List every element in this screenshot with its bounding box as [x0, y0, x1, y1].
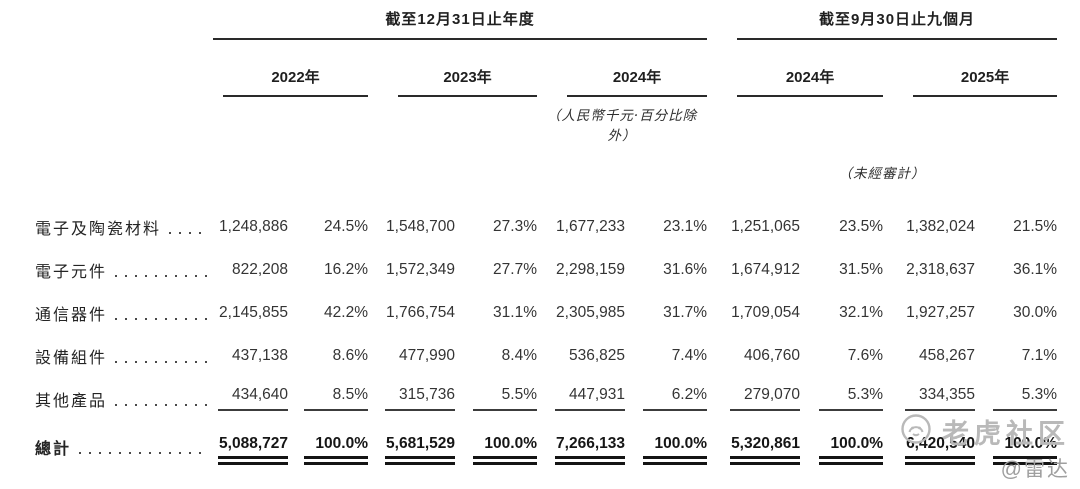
percent-cell: 27.7%: [493, 260, 537, 278]
percent-cell: 31.1%: [493, 303, 537, 321]
percent-cell: 36.1%: [1013, 260, 1058, 278]
table-row-communication-devices: 通信器件 2,145,855 42.2% 1,766,754 31.1% 2,3…: [35, 291, 1057, 334]
percent-cell: 21.5%: [1013, 217, 1058, 235]
total-label: 總計: [35, 441, 72, 458]
percent-cell: 32.1%: [839, 303, 884, 321]
section-nine-months: 截至9月30日止九個月: [707, 6, 1058, 40]
value-cell: 1,382,024: [906, 217, 976, 235]
spacer-row: [35, 185, 1057, 205]
year-2024-9m-header: 2024年: [737, 66, 884, 97]
percent-cell: 8.5%: [304, 386, 368, 411]
dot-leader: [115, 317, 207, 320]
total-value-cell: 5,681,529: [385, 435, 455, 465]
percent-cell: 7.1%: [1021, 346, 1058, 364]
value-cell: 434,640: [218, 386, 288, 411]
value-cell: 477,990: [398, 346, 455, 364]
table-row-equipment-components: 設備組件 437,138 8.6% 477,990 8.4% 536,825 7…: [35, 334, 1057, 377]
dot-leader: [115, 360, 207, 363]
percent-cell: 8.4%: [501, 346, 537, 364]
percent-cell: 27.3%: [493, 217, 537, 235]
value-cell: 1,674,912: [731, 260, 801, 278]
percent-cell: 31.7%: [663, 303, 708, 321]
value-cell: 458,267: [919, 346, 976, 364]
year-2025-9m-header: 2025年: [913, 66, 1058, 97]
row-label: 電子及陶瓷材料: [35, 220, 162, 238]
value-cell: 1,709,054: [731, 303, 801, 321]
percent-cell: 7.4%: [671, 346, 708, 364]
year-2024-header: 2024年: [567, 66, 708, 97]
revenue-breakdown-table: 截至12月31日止年度 截至9月30日止九個月 2022年 2023年 2024…: [35, 6, 1058, 474]
section-annual-label: 截至12月31日止年度: [213, 8, 708, 40]
audit-note-row: （未經審計）: [35, 147, 1057, 185]
section-annual: 截至12月31日止年度: [213, 6, 708, 40]
row-label: 電子元件: [35, 263, 108, 281]
total-value-cell: 7,266,133: [555, 435, 625, 465]
percent-cell: 30.0%: [1013, 303, 1058, 321]
row-label: 通信器件: [35, 306, 108, 324]
value-cell: 406,760: [744, 346, 801, 364]
value-cell: 1,572,349: [386, 260, 455, 278]
value-cell: 437,138: [231, 346, 288, 364]
year-2022-header: 2022年: [223, 66, 368, 97]
empty-cell: [35, 40, 213, 97]
audit-note: （未經審計）: [838, 166, 926, 182]
value-cell: 1,677,233: [556, 217, 625, 235]
total-value-cell: 5,320,861: [730, 435, 801, 465]
value-cell: 536,825: [568, 346, 625, 364]
percent-cell: 31.5%: [839, 260, 884, 278]
value-cell: 2,145,855: [219, 303, 288, 321]
dot-leader: [169, 231, 207, 234]
table-row-electronic-components: 電子元件 822,208 16.2% 1,572,349 27.7% 2,298…: [35, 248, 1057, 291]
percent-cell: 7.6%: [847, 346, 884, 364]
total-percent-cell: 100.0%: [304, 435, 368, 465]
table-row-other-products: 其他產品 434,640 8.5% 315,736 5.5% 447,931 6…: [35, 377, 1058, 420]
table-row-electronic-ceramic-materials: 電子及陶瓷材料 1,248,886 24.5% 1,548,700 27.3% …: [35, 205, 1057, 248]
section-nine-months-label: 截至9月30日止九個月: [737, 8, 1058, 40]
total-percent-cell: 100.0%: [643, 435, 708, 465]
value-cell: 1,248,886: [219, 217, 288, 235]
percent-cell: 23.1%: [663, 217, 708, 235]
empty-corner-cell: [35, 6, 213, 40]
value-cell: 1,548,700: [386, 217, 455, 235]
percent-cell: 24.5%: [324, 217, 368, 235]
value-cell: 2,298,159: [556, 260, 625, 278]
table-row-total: 總計 5,088,727 100.0% 5,681,529 100.0% 7,2…: [35, 420, 1058, 474]
value-cell: 822,208: [231, 260, 288, 278]
total-percent-cell: 100.0%: [819, 435, 884, 465]
value-cell: 315,736: [385, 386, 455, 411]
year-2023-header: 2023年: [398, 66, 537, 97]
row-label: 設備組件: [35, 349, 108, 367]
value-cell: 334,355: [905, 386, 976, 411]
total-percent-cell: 100.0%: [473, 435, 537, 465]
percent-cell: 5.5%: [473, 386, 537, 411]
value-cell: 1,251,065: [731, 217, 801, 235]
total-percent-cell: 100.0%: [993, 435, 1058, 465]
section-header-row: 截至12月31日止年度 截至9月30日止九個月: [35, 6, 1058, 40]
unit-note-row: （人民幣千元·百分比除外）: [35, 97, 1057, 147]
total-value-cell: 5,088,727: [218, 435, 288, 465]
year-header-row: 2022年 2023年 2024年 2024年 2025年: [35, 40, 1058, 97]
percent-cell: 6.2%: [643, 386, 708, 411]
value-cell: 279,070: [730, 386, 801, 411]
revenue-breakdown-table-page: 截至12月31日止年度 截至9月30日止九個月 2022年 2023年 2024…: [0, 6, 1080, 489]
percent-cell: 5.3%: [993, 386, 1058, 411]
value-cell: 1,766,754: [386, 303, 455, 321]
percent-cell: 31.6%: [663, 260, 708, 278]
percent-cell: 8.6%: [332, 346, 368, 364]
value-cell: 1,927,257: [906, 303, 976, 321]
value-cell: 447,931: [555, 386, 625, 411]
value-cell: 2,305,985: [556, 303, 625, 321]
total-value-cell: 6,420,540: [905, 435, 976, 465]
row-label: 其他產品: [35, 392, 108, 410]
dot-leader: [79, 452, 207, 454]
percent-cell: 5.3%: [819, 386, 884, 411]
dot-leader: [115, 274, 207, 277]
percent-cell: 16.2%: [324, 260, 368, 278]
percent-cell: 42.2%: [324, 303, 368, 321]
dot-leader: [115, 403, 207, 406]
percent-cell: 23.5%: [839, 217, 884, 235]
unit-note: （人民幣千元·百分比除外）: [546, 108, 698, 144]
value-cell: 2,318,637: [906, 260, 976, 278]
